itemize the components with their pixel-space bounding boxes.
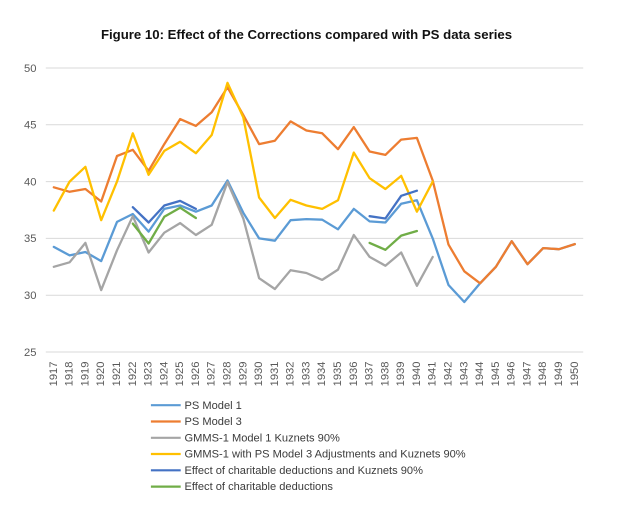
svg-text:1924: 1924 bbox=[158, 362, 170, 387]
svg-text:1927: 1927 bbox=[206, 362, 218, 387]
svg-text:40: 40 bbox=[24, 176, 36, 188]
svg-text:50: 50 bbox=[24, 63, 36, 75]
svg-text:1947: 1947 bbox=[522, 362, 534, 387]
svg-text:Effect of charitable deduction: Effect of charitable deductions bbox=[185, 481, 334, 493]
svg-text:1948: 1948 bbox=[537, 362, 549, 387]
svg-text:PS Model 1: PS Model 1 bbox=[185, 400, 242, 412]
svg-text:1937: 1937 bbox=[364, 362, 376, 387]
svg-text:1935: 1935 bbox=[332, 362, 344, 387]
svg-text:30: 30 bbox=[24, 290, 36, 302]
svg-text:1950: 1950 bbox=[569, 362, 581, 387]
svg-text:1943: 1943 bbox=[458, 362, 470, 387]
svg-text:1917: 1917 bbox=[48, 362, 60, 387]
svg-text:1923: 1923 bbox=[143, 362, 155, 387]
svg-text:1929: 1929 bbox=[237, 362, 249, 387]
svg-text:1945: 1945 bbox=[490, 362, 502, 387]
svg-text:1934: 1934 bbox=[316, 362, 328, 387]
svg-text:1920: 1920 bbox=[95, 362, 107, 387]
svg-text:1930: 1930 bbox=[253, 362, 265, 387]
svg-text:1922: 1922 bbox=[127, 362, 139, 387]
svg-text:1941: 1941 bbox=[427, 362, 439, 387]
svg-text:1932: 1932 bbox=[285, 362, 297, 387]
svg-text:PS Model 3: PS Model 3 bbox=[185, 416, 242, 428]
svg-text:45: 45 bbox=[24, 120, 36, 132]
svg-text:1933: 1933 bbox=[300, 362, 312, 387]
svg-text:1926: 1926 bbox=[190, 362, 202, 387]
svg-text:1925: 1925 bbox=[174, 362, 186, 387]
svg-text:35: 35 bbox=[24, 233, 36, 245]
svg-text:1942: 1942 bbox=[443, 362, 455, 387]
svg-text:1939: 1939 bbox=[395, 362, 407, 387]
svg-text:GMMS-1 with PS Model 3 Adjustm: GMMS-1 with PS Model 3 Adjustments and K… bbox=[185, 449, 466, 461]
svg-text:1918: 1918 bbox=[64, 362, 76, 387]
svg-text:1940: 1940 bbox=[411, 362, 423, 387]
svg-text:Effect of charitable deduction: Effect of charitable deductions and Kuzn… bbox=[185, 465, 424, 477]
svg-text:1931: 1931 bbox=[269, 362, 281, 387]
svg-text:GMMS-1 Model 1 Kuznets 90%: GMMS-1 Model 1 Kuznets 90% bbox=[185, 432, 341, 444]
svg-text:1938: 1938 bbox=[379, 362, 391, 387]
svg-text:1928: 1928 bbox=[222, 362, 234, 387]
svg-text:1919: 1919 bbox=[79, 362, 91, 387]
svg-text:25: 25 bbox=[24, 347, 36, 359]
svg-text:1949: 1949 bbox=[553, 362, 565, 387]
svg-text:1936: 1936 bbox=[348, 362, 360, 387]
svg-text:1921: 1921 bbox=[111, 362, 123, 387]
svg-text:1944: 1944 bbox=[474, 362, 486, 387]
svg-text:1946: 1946 bbox=[506, 362, 518, 387]
